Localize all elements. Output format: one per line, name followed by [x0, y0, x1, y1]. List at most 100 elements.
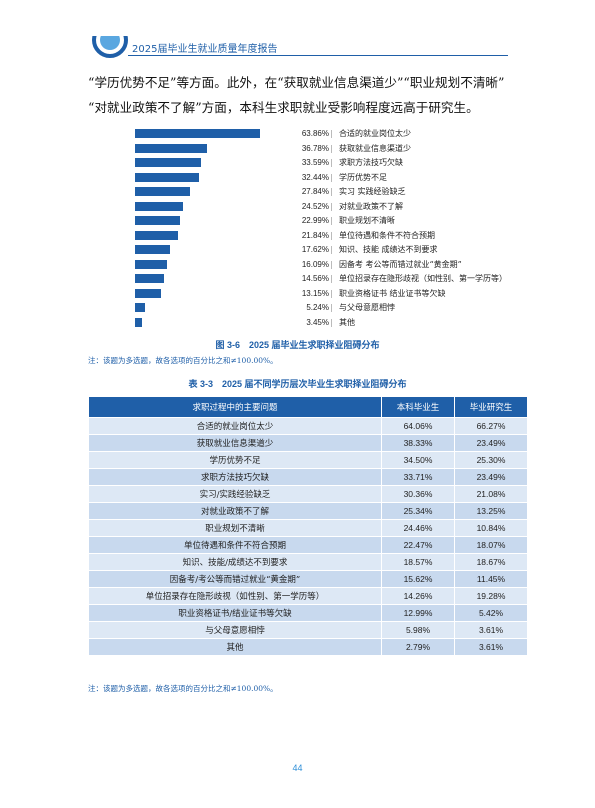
cell-undergrad: 18.57%	[381, 553, 455, 571]
chart-row: 16.09% 因备考 考公等而错过就业“黄金期”	[135, 258, 515, 271]
table-note: 注：该题为多选题，故各选项的百分比之和≠100.00%。	[88, 684, 278, 693]
chart-bar	[135, 274, 164, 283]
chart-bar	[135, 172, 199, 182]
chart-row: 33.59% 求职方法技巧欠缺	[135, 156, 515, 169]
row-separator	[331, 144, 332, 153]
cell-question: 单位待遇和条件不符合预期	[88, 536, 382, 554]
category-label: 职业规划不清晰	[339, 216, 395, 225]
chart-row: 13.15% 职业资格证书 结业证书等欠缺	[135, 287, 515, 300]
cell-graduate: 3.61%	[454, 638, 528, 656]
cell-question: 实习/实践经验缺乏	[88, 485, 382, 503]
cell-undergrad: 14.26%	[381, 587, 455, 605]
cell-undergrad: 12.99%	[381, 604, 455, 622]
cell-graduate: 3.61%	[454, 621, 528, 639]
row-separator	[331, 246, 332, 254]
paragraph-line-2: “对就业政策不了解”方面，本科生求职就业受影响程度远高于研究生。	[88, 100, 479, 115]
cell-undergrad: 33.71%	[381, 468, 455, 486]
cell-graduate: 23.49%	[454, 434, 528, 452]
cell-graduate: 18.07%	[454, 536, 528, 554]
report-logo-icon	[92, 22, 128, 58]
category-label: 职业资格证书 结业证书等欠缺	[339, 288, 446, 298]
table-row: 学历优势不足 34.50% 25.30%	[88, 451, 528, 469]
cell-undergrad: 64.06%	[381, 417, 455, 435]
category-label: 获取就业信息渠道少	[339, 143, 411, 153]
category-label: 合适的就业岗位太少	[339, 129, 411, 138]
table-row: 职业资格证书/结业证书等欠缺 12.99% 5.42%	[88, 604, 528, 622]
chart-bar	[135, 259, 167, 269]
bar-value-label: 17.62%	[301, 245, 329, 254]
chart-bar	[135, 216, 181, 225]
header-undergrad: 本科毕业生	[381, 396, 455, 418]
cell-undergrad: 22.47%	[381, 536, 455, 554]
bar-value-label: 33.59%	[301, 158, 329, 167]
category-label: 学历优势不足	[339, 172, 387, 182]
chart-row: 63.86% 合适的就业岗位太少	[135, 127, 515, 140]
page-header: 2025届毕业生就业质量年度报告	[0, 0, 595, 60]
chart-bar	[135, 158, 201, 167]
cell-question: 与父母意愿相悖	[88, 621, 382, 639]
chart-bar	[135, 230, 178, 240]
table-row: 求职方法技巧欠缺 33.71% 23.49%	[88, 468, 528, 486]
row-separator	[331, 217, 332, 225]
category-label: 因备考 考公等而错过就业“黄金期”	[339, 259, 462, 269]
table-caption: 表 3-3 2025 届不同学历层次毕业生求职择业阻碍分布	[188, 379, 407, 389]
cell-question: 学历优势不足	[88, 451, 382, 469]
cell-graduate: 21.08%	[454, 485, 528, 503]
cell-question: 单位招录存在隐形歧视（如性别、第一学历等）	[88, 587, 382, 605]
row-separator	[331, 260, 332, 269]
chart-row: 21.84% 单位待遇和条件不符合预期	[135, 229, 515, 242]
cell-question: 合适的就业岗位太少	[88, 417, 382, 435]
figure-note: 注：该题为多选题，故各选项的百分比之和≠100.00%。	[88, 356, 278, 365]
cell-question: 职业资格证书/结业证书等欠缺	[88, 604, 382, 622]
chart-bar	[135, 143, 208, 153]
row-separator	[331, 304, 332, 312]
cell-question: 知识、技能/成绩达不到要求	[88, 553, 382, 571]
chart-row: 36.78% 获取就业信息渠道少	[135, 142, 515, 155]
cell-graduate: 25.30%	[454, 451, 528, 469]
bar-value-label: 27.84%	[301, 187, 329, 196]
table-row: 因备考/考公等而错过就业“黄金期” 15.62% 11.45%	[88, 570, 528, 588]
table-row: 获取就业信息渠道少 38.33% 23.49%	[88, 434, 528, 452]
obstacle-table: 求职过程中的主要问题 本科毕业生 毕业研究生 合适的就业岗位太少 64.06% 66…	[88, 396, 528, 656]
body-paragraph: “学历优势不足”等方面。此外，在“获取就业信息渠道少”“职业规划不清晰” “对就…	[88, 70, 528, 120]
header-divider	[128, 55, 508, 56]
cell-undergrad: 34.50%	[381, 451, 455, 469]
chart-bar	[135, 288, 161, 298]
bar-value-label: 63.86%	[301, 129, 329, 138]
cell-graduate: 23.49%	[454, 468, 528, 486]
chart-row: 17.62% 知识、技能 成绩达不到要求	[135, 243, 515, 256]
chart-row: 27.84% 实习 实践经验缺乏	[135, 185, 515, 198]
cell-graduate: 13.25%	[454, 502, 528, 520]
bar-value-label: 3.45%	[306, 317, 329, 327]
table-header-row: 求职过程中的主要问题 本科毕业生 毕业研究生	[88, 396, 528, 418]
row-separator	[331, 188, 332, 196]
row-separator	[331, 231, 332, 240]
table-row: 单位招录存在隐形歧视（如性别、第一学历等） 14.26% 19.28%	[88, 587, 528, 605]
bar-value-label: 16.09%	[301, 259, 329, 269]
page-number: 44	[292, 763, 303, 773]
chart-bar	[135, 201, 184, 211]
row-separator	[331, 130, 332, 138]
chart-row: 22.99% 职业规划不清晰	[135, 214, 515, 227]
category-label: 实习 实践经验缺乏	[339, 187, 406, 196]
category-label: 单位招录存在隐形歧视（如性别、第一学历等）	[339, 274, 507, 283]
obstacle-bar-chart: 63.86% 合适的就业岗位太少 36.78% 获取就业信息渠道少 33.59% 求职方法…	[135, 127, 515, 330]
table-row: 实习/实践经验缺乏 30.36% 21.08%	[88, 485, 528, 503]
table-row: 单位待遇和条件不符合预期 22.47% 18.07%	[88, 536, 528, 554]
table-row: 其他 2.79% 3.61%	[88, 638, 528, 656]
table-row: 与父母意愿相悖 5.98% 3.61%	[88, 621, 528, 639]
header-question: 求职过程中的主要问题	[88, 396, 382, 418]
category-label: 求职方法技巧欠缺	[339, 158, 403, 167]
cell-undergrad: 2.79%	[381, 638, 455, 656]
cell-question: 其他	[88, 638, 382, 656]
row-separator	[331, 289, 332, 298]
cell-graduate: 18.67%	[454, 553, 528, 571]
bar-value-label: 32.44%	[301, 172, 329, 182]
chart-row: 5.24% 与父母意愿相悖	[135, 301, 515, 314]
chart-bar	[135, 187, 190, 196]
row-separator	[331, 202, 332, 211]
cell-undergrad: 5.98%	[381, 621, 455, 639]
bar-value-label: 13.15%	[301, 288, 329, 298]
cell-graduate: 10.84%	[454, 519, 528, 537]
category-label: 其他	[339, 317, 355, 327]
